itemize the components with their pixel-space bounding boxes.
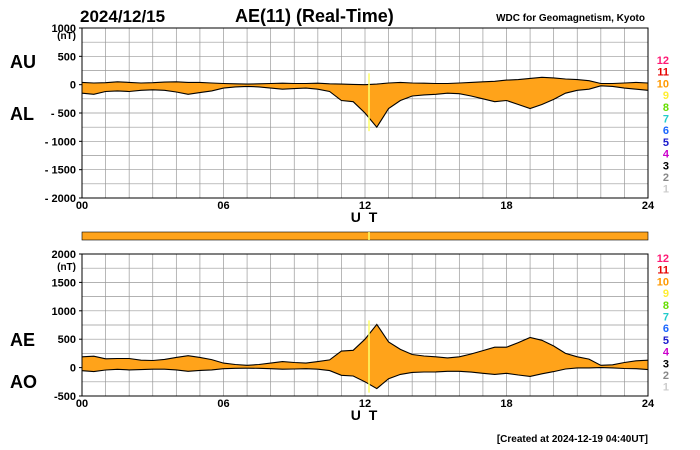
x-tick-label: 00 <box>76 398 88 410</box>
au-series-label: AU <box>10 52 36 72</box>
color-scale-label: 1 <box>663 382 669 394</box>
ae-ao-x-ticks: 00 06 12 18 24 <box>76 398 655 410</box>
au-al-x-axis-label: U T <box>351 209 380 225</box>
au-line <box>81 76 649 86</box>
color-scale-label: 5 <box>663 137 669 149</box>
al-series-label: AL <box>10 104 34 124</box>
y-tick-label: - 1500 <box>45 165 76 177</box>
created-timestamp: [Created at 2024-12-19 04:40UT] <box>497 434 648 445</box>
source-label: WDC for Geomagnetism, Kyoto <box>496 13 645 24</box>
au-al-unit-label: (nT) <box>57 31 76 42</box>
au-al-y-ticks: 1000 500 0 - 500 - 1000 - 1500 - 2000 <box>45 23 82 205</box>
color-scale-label: 10 <box>657 276 669 288</box>
color-scale-label: 6 <box>663 323 669 335</box>
y-tick-label: 2000 <box>52 249 76 261</box>
ao-series-label: AO <box>10 372 37 392</box>
color-scale-label: 2 <box>663 172 669 184</box>
y-tick-label: 500 <box>58 334 76 346</box>
x-tick-label: 18 <box>500 398 512 410</box>
x-tick-label: 12 <box>359 200 371 212</box>
y-tick-label: 1500 <box>52 277 76 289</box>
ae-ao-area <box>82 324 648 389</box>
y-tick-label: - 1000 <box>45 136 76 148</box>
y-tick-label: 500 <box>58 51 76 63</box>
ae-ao-unit-label: (nT) <box>57 262 76 273</box>
date-title: 2024/12/15 <box>80 7 165 26</box>
color-scale-label: 11 <box>657 67 669 79</box>
color-scale-label: 12 <box>657 55 669 67</box>
y-tick-label: -500 <box>54 391 76 403</box>
color-scale-label: 7 <box>663 312 669 324</box>
au-al-panel: 1000 500 0 - 500 - 1000 - 1500 - 2000 00 06 12 18… <box>10 23 655 225</box>
color-scale-label: 5 <box>663 335 669 347</box>
ae-ao-frame <box>81 253 649 397</box>
x-tick-label: 24 <box>642 200 655 212</box>
ae-series-label: AE <box>10 330 35 350</box>
color-scale-label: 11 <box>657 265 669 277</box>
color-scale-label: 7 <box>663 114 669 126</box>
color-scale-label: 3 <box>663 160 669 172</box>
y-tick-label: - 500 <box>51 108 76 120</box>
x-tick-label: 00 <box>76 200 88 212</box>
chart-title: AE(11) (Real-Time) <box>235 6 394 26</box>
ao-line <box>81 367 649 390</box>
color-scale-label: 12 <box>657 253 669 265</box>
x-tick-label: 12 <box>359 398 371 410</box>
au-al-x-ticks: 00 06 12 18 24 <box>76 200 655 212</box>
color-scale-label: 2 <box>663 370 669 382</box>
color-scale-label: 4 <box>663 347 670 359</box>
y-tick-label: 0 <box>70 363 76 375</box>
y-tick-label: 1000 <box>52 23 76 35</box>
au-al-area <box>82 77 648 128</box>
color-scale-label: 6 <box>663 125 669 137</box>
x-tick-label: 06 <box>217 398 229 410</box>
al-line <box>81 85 649 129</box>
color-scale-label: 3 <box>663 358 669 370</box>
color-scale-label: 10 <box>657 78 669 90</box>
color-scale-label: 8 <box>663 102 669 114</box>
color-scale-label: 8 <box>663 300 669 312</box>
y-tick-label: 1000 <box>52 306 76 318</box>
ae-ao-panel: 2000 1500 1000 500 0 -500 00 06 12 18 24 (nT) U T… <box>10 249 655 423</box>
x-tick-label: 24 <box>642 398 655 410</box>
ae-ao-x-axis-label: U T <box>351 407 380 423</box>
color-scale-label: 1 <box>663 184 669 196</box>
x-tick-label: 18 <box>500 200 512 212</box>
y-tick-label: 0 <box>70 80 76 92</box>
color-scale-label: 9 <box>663 90 669 102</box>
y-tick-label: - 2000 <box>45 193 76 205</box>
ae-line <box>81 323 649 366</box>
color-scale-label: 4 <box>663 149 670 161</box>
ae-ao-y-ticks: 2000 1500 1000 500 0 -500 <box>52 249 82 403</box>
color-scale-label: 9 <box>663 288 669 300</box>
x-tick-label: 06 <box>217 200 229 212</box>
status-ribbon <box>81 231 649 241</box>
